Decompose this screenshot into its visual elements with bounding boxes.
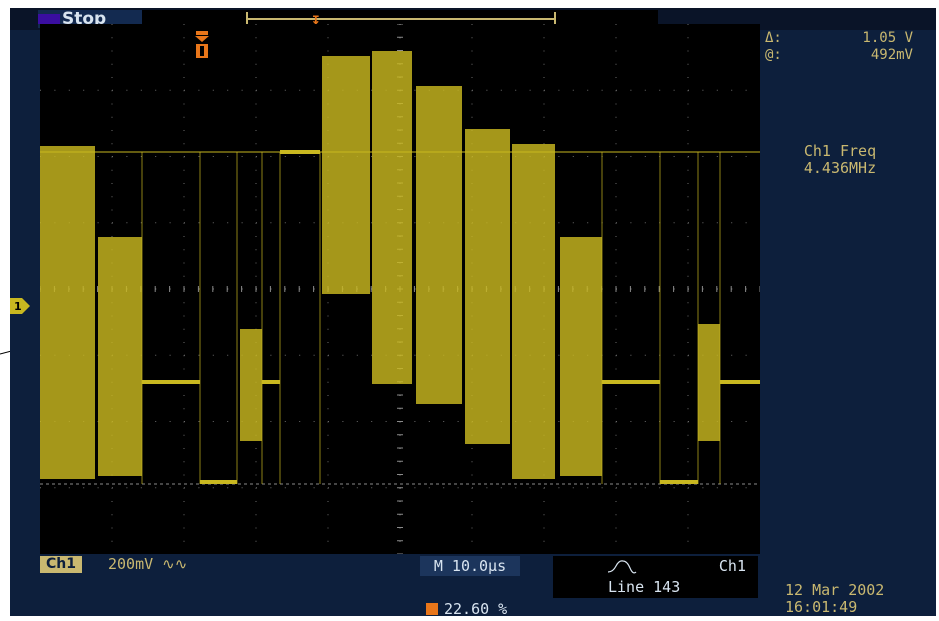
ch1-ground-marker[interactable]: 1 xyxy=(0,297,30,315)
at-value: 492mV xyxy=(870,47,913,63)
time-label: 16:01:49 xyxy=(785,598,858,616)
delta-value: 1.05 V xyxy=(862,30,913,46)
trigger-mode: Line 143 xyxy=(608,578,681,596)
run-state-indicator[interactable]: Stop xyxy=(38,10,142,28)
chroma-burst xyxy=(560,237,602,476)
sync-level xyxy=(280,150,320,154)
run-state-label: Stop xyxy=(62,9,107,29)
chroma-burst xyxy=(465,129,510,444)
trigger-position-value: 22.60 % xyxy=(444,600,508,618)
record-window-line xyxy=(246,18,556,20)
measurement-value: 4.436MHz xyxy=(803,159,877,177)
frequency-measurement: Ch1 Freq 4.436MHz xyxy=(770,143,910,177)
delta-symbol: Δ: xyxy=(765,30,782,46)
channel-settings-bar: Ch1 200mV ∿∿ xyxy=(40,556,760,576)
sync-level xyxy=(262,380,280,384)
acquisition-marker xyxy=(38,14,60,24)
chroma-burst xyxy=(322,56,370,294)
timebase-readout[interactable]: M 10.0µs xyxy=(420,556,520,576)
sync-level xyxy=(720,380,760,384)
cursor-readout-panel: Δ: 1.05 V @: 492mV xyxy=(765,30,925,64)
ch1-badge[interactable]: Ch1 xyxy=(40,556,82,573)
chroma-burst xyxy=(416,86,462,404)
trigger-position-icon xyxy=(195,31,209,58)
sync-level xyxy=(142,380,200,384)
trigger-slope-icon xyxy=(607,560,637,574)
waveform-plot xyxy=(40,24,760,554)
trigger-source: Ch1 xyxy=(718,557,746,575)
at-symbol: @: xyxy=(765,47,782,63)
trigger-readout[interactable]: Ch1 Line 143 xyxy=(553,556,758,598)
chroma-burst xyxy=(40,146,95,479)
volts-per-div: 200mV ∿∿ xyxy=(108,555,188,573)
chroma-burst xyxy=(372,51,412,384)
sync-level xyxy=(602,380,660,384)
trigger-point-icon: ↧ xyxy=(311,9,321,28)
waveform-graticule xyxy=(40,24,760,554)
date-label: 12 Mar 2002 xyxy=(785,581,885,599)
sync-level xyxy=(200,480,237,484)
svg-text:1: 1 xyxy=(14,300,22,313)
trigger-position-small-icon xyxy=(426,603,438,615)
measurement-label: Ch1 Freq xyxy=(803,142,877,160)
chroma-burst xyxy=(98,237,142,476)
sync-level xyxy=(660,480,698,484)
chroma-burst xyxy=(240,329,262,441)
chroma-burst xyxy=(698,324,720,441)
timestamp: 12 Mar 2002 16:01:49 xyxy=(785,582,884,616)
chroma-burst xyxy=(512,144,555,479)
trigger-position-readout: 22.60 % xyxy=(426,600,507,618)
